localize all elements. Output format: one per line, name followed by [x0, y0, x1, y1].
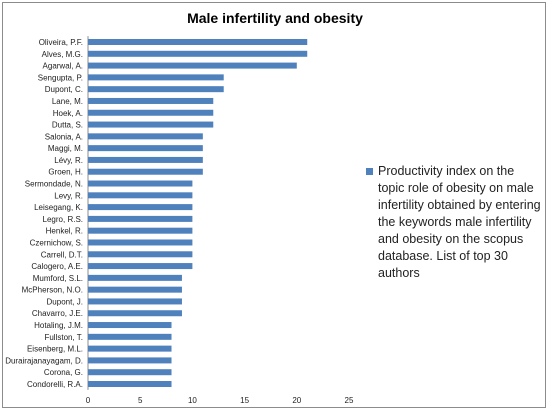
y-tick-label: Carrell, D.T. — [41, 250, 83, 259]
legend: Productivity index on the topic role of … — [366, 163, 542, 282]
y-tick-label: Leisegang, K. — [34, 203, 83, 212]
bar — [88, 192, 193, 199]
bar — [88, 357, 172, 364]
y-tick-label: Lane, M. — [52, 97, 83, 106]
x-tick-label: 5 — [138, 396, 143, 405]
bar — [88, 369, 172, 376]
bar — [88, 239, 193, 246]
bar — [88, 180, 193, 187]
bar — [88, 298, 182, 305]
y-tick-label: Salonia, A. — [45, 132, 83, 141]
y-tick-label: Sermondade, N. — [25, 180, 83, 189]
y-tick-label: Corona, G. — [44, 368, 83, 377]
bar — [88, 121, 214, 128]
bar — [88, 97, 214, 104]
y-tick-label: Henkel, R. — [46, 227, 83, 236]
y-tick-label: Lévy, R. — [54, 156, 83, 165]
x-tick-label: 10 — [188, 396, 197, 405]
bar — [88, 286, 182, 293]
y-tick-label: Fullston, T. — [44, 333, 83, 342]
x-tick-label: 25 — [345, 396, 354, 405]
y-tick-label: Calogero, A.E. — [31, 262, 83, 271]
y-tick-label: McPherson, N.O. — [22, 286, 83, 295]
y-tick-label: Agarwal, A. — [43, 62, 83, 71]
bar — [88, 133, 203, 140]
y-tick-label: Maggi, M. — [48, 144, 83, 153]
bar — [88, 145, 203, 152]
y-tick-label: Mumford, S.L. — [33, 274, 83, 283]
y-tick-label: Sengupta, P. — [38, 73, 83, 82]
y-tick-label: Alves, M.G. — [42, 50, 83, 59]
bar — [88, 74, 224, 81]
legend-label: Productivity index on the topic role of … — [378, 164, 541, 280]
y-tick-label: Condorelli, R.A. — [27, 380, 83, 389]
bar — [88, 204, 193, 211]
bar — [88, 310, 182, 317]
bar — [88, 381, 172, 387]
y-tick-label: Durairajanayagam, D. — [5, 356, 83, 365]
x-tick-label: 0 — [86, 396, 91, 405]
y-tick-label: Eisenberg, M.L. — [27, 345, 83, 354]
bar — [88, 156, 203, 163]
y-tick-label: Dupont, C. — [45, 85, 83, 94]
bar — [88, 62, 297, 69]
bar — [88, 251, 193, 258]
y-tick-label: Legro, R.S. — [43, 215, 83, 224]
bar — [88, 263, 193, 270]
bar — [88, 86, 224, 93]
chart-title: Male infertility and obesity — [187, 10, 363, 26]
bar — [88, 345, 172, 352]
y-tick-label: Hoek, A. — [53, 109, 83, 118]
y-tick-label: Levy, R. — [54, 191, 83, 200]
bar — [88, 227, 193, 234]
y-tick-label: Dupont, J. — [47, 297, 83, 306]
y-tick-label: Dutta, S. — [52, 121, 83, 130]
bar — [88, 39, 308, 45]
bar — [88, 50, 308, 57]
y-tick-label: Oliveira, P.F. — [39, 38, 83, 47]
y-tick-label: Hotaling, J.M. — [34, 321, 83, 330]
bar — [88, 322, 172, 329]
bar — [88, 333, 172, 340]
bar — [88, 168, 203, 175]
y-tick-label: Chavarro, J.E. — [32, 309, 83, 318]
legend-swatch — [366, 168, 373, 175]
bar — [88, 215, 193, 222]
y-tick-label: Czernichow, S. — [30, 238, 83, 247]
y-tick-label: Groen, H. — [48, 168, 83, 177]
bar — [88, 274, 182, 281]
bar — [88, 109, 214, 116]
x-tick-label: 15 — [240, 396, 249, 405]
x-tick-label: 20 — [292, 396, 301, 405]
